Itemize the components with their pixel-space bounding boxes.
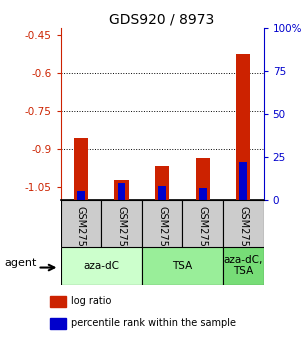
Bar: [155, 166, 169, 200]
Text: log ratio: log ratio: [71, 296, 112, 306]
Bar: [61, 200, 101, 247]
Text: aza-dC,
TSA: aza-dC, TSA: [224, 255, 263, 276]
Bar: [196, 158, 210, 200]
Text: agent: agent: [5, 258, 37, 268]
Bar: [239, 162, 247, 200]
Text: percentile rank within the sample: percentile rank within the sample: [71, 318, 236, 328]
Bar: [115, 180, 128, 200]
Bar: [223, 247, 264, 285]
Text: GSM27528: GSM27528: [116, 206, 127, 259]
Bar: [50, 318, 66, 328]
Bar: [158, 186, 166, 200]
Bar: [182, 200, 223, 247]
Bar: [142, 247, 223, 285]
Bar: [142, 200, 182, 247]
Bar: [61, 247, 142, 285]
Text: GSM27526: GSM27526: [238, 206, 248, 259]
Bar: [118, 183, 125, 200]
Text: GSM27525: GSM27525: [157, 206, 167, 259]
Bar: [74, 138, 88, 200]
Bar: [101, 200, 142, 247]
Text: TSA: TSA: [172, 261, 192, 270]
Title: GDS920 / 8973: GDS920 / 8973: [109, 12, 215, 27]
Bar: [236, 54, 250, 200]
Text: aza-dC: aza-dC: [83, 261, 119, 270]
Bar: [223, 200, 264, 247]
Text: GSM27524: GSM27524: [76, 206, 86, 259]
Bar: [199, 188, 207, 200]
Bar: [50, 296, 66, 307]
Bar: [77, 191, 85, 200]
Text: GSM27529: GSM27529: [198, 206, 208, 259]
